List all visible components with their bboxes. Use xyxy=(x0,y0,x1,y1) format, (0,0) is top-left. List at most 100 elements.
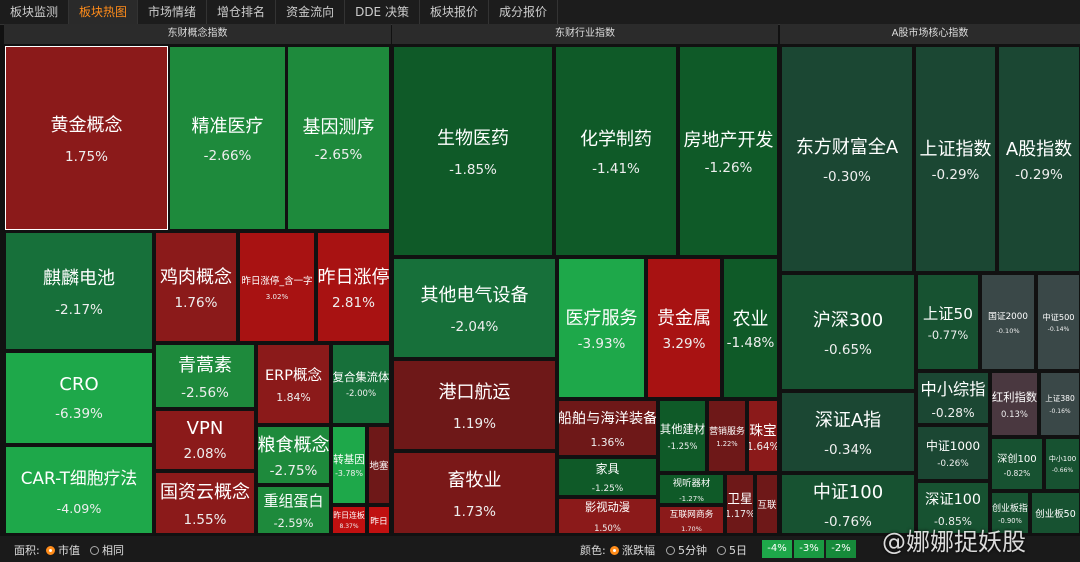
heatmap-tile[interactable]: 转基因 -3.78% xyxy=(332,426,366,504)
tile-change: 3.02% xyxy=(265,292,289,302)
heatmap-tile[interactable]: CRO -6.39% xyxy=(5,352,153,444)
watermark: @娜娜捉妖股 xyxy=(882,528,1026,556)
tile-name: 互联 xyxy=(757,500,777,511)
heatmap-tile[interactable]: 创业板指 -0.90% xyxy=(991,492,1029,534)
tile-name: 营销服务 xyxy=(709,427,745,438)
heatmap-tile[interactable]: 沪深300 -0.65% xyxy=(781,274,915,390)
heatmap-tile[interactable]: 生物医药 -1.85% xyxy=(393,46,553,256)
heatmap-tile[interactable]: 中证100 -0.76% xyxy=(781,474,915,534)
heatmap-tile[interactable]: CAR-T细胞疗法 -4.09% xyxy=(5,446,153,534)
tile-change: -2.75% xyxy=(269,462,318,479)
tile-change: -0.65% xyxy=(824,342,872,359)
heatmap-tile[interactable]: 昨日 xyxy=(368,506,390,534)
heatmap-tile[interactable]: 视听器材 -1.27% xyxy=(659,474,724,504)
tile-name: 鸡肉概念 xyxy=(160,266,232,288)
heatmap-tile[interactable]: 船舶与海洋装备 1.36% xyxy=(558,400,657,456)
heatmap-tile[interactable]: 深证100 -0.85% xyxy=(917,482,989,534)
tile-name: 青蒿素 xyxy=(178,355,232,377)
tile-change: -3.78% xyxy=(335,469,363,479)
heatmap-tile[interactable]: 互联网商务 1.70% xyxy=(659,506,724,534)
tab[interactable]: 增仓排名 xyxy=(207,0,277,24)
heatmap-tile[interactable]: 畜牧业 1.73% xyxy=(393,452,556,534)
heatmap-tile[interactable]: 中证500 -0.14% xyxy=(1037,274,1080,370)
tile-change: -1.25% xyxy=(667,440,698,451)
heatmap-tile[interactable]: 昨日连板 8.37% xyxy=(332,506,366,534)
heatmap-tile[interactable]: 昨日涨停_含一字 3.02% xyxy=(239,232,315,342)
tile-name: 精准医疗 xyxy=(191,116,264,138)
heatmap-tile[interactable]: 上证指数 -0.29% xyxy=(915,46,996,272)
tab[interactable]: 资金流向 xyxy=(276,0,346,24)
heatmap-tile[interactable]: A股指数 -0.29% xyxy=(998,46,1080,272)
color-option[interactable]: 5分钟 xyxy=(666,542,707,558)
heatmap-tile[interactable]: 房地产开发 -1.26% xyxy=(679,46,778,256)
tile-name: 上证380 xyxy=(1045,394,1075,404)
heatmap-tile[interactable]: 重组蛋白 -2.59% xyxy=(257,486,330,534)
tile-change: -0.30% xyxy=(823,169,871,186)
heatmap-tile[interactable]: 青蒿素 -2.56% xyxy=(155,344,255,408)
heatmap-tile[interactable]: 复合集流体 -2.00% xyxy=(332,344,390,424)
heatmap-tile[interactable]: 卫星 1.17% xyxy=(726,474,754,534)
heatmap-tile[interactable]: 红利指数 0.13% xyxy=(991,372,1038,436)
tile-name: 麒麟电池 xyxy=(43,268,115,290)
heatmap-tile[interactable]: 贵金属 3.29% xyxy=(647,258,721,398)
heatmap-tile[interactable]: 上证380 -0.16% xyxy=(1040,372,1080,436)
heatmap-tile[interactable]: 医疗服务 -3.93% xyxy=(558,258,645,398)
color-label: 颜色: xyxy=(580,544,606,557)
heatmap-tile[interactable]: 农业 -1.48% xyxy=(723,258,778,398)
heatmap-tile[interactable]: 中小100 -0.66% xyxy=(1045,438,1080,490)
color-scale-step: -2% xyxy=(826,540,856,558)
tile-change: 1.50% xyxy=(594,522,621,533)
color-option[interactable]: 涨跌幅 xyxy=(610,542,655,558)
heatmap-tile[interactable]: 中小综指 -0.28% xyxy=(917,372,989,424)
heatmap-tile[interactable]: 中证1000 -0.26% xyxy=(917,426,989,480)
heatmap-tile[interactable]: 深创100 -0.82% xyxy=(991,438,1043,490)
tile-change: 1.17% xyxy=(726,509,754,521)
tile-change: -2.00% xyxy=(345,389,377,400)
heatmap-tile[interactable]: 其他电气设备 -2.04% xyxy=(393,258,556,358)
tab[interactable]: 市场情绪 xyxy=(138,0,208,24)
heatmap-tile[interactable]: 昨日涨停 2.81% xyxy=(317,232,390,342)
heatmap-tile[interactable]: 国资云概念 1.55% xyxy=(155,472,255,534)
heatmap-tile[interactable]: 上证50 -0.77% xyxy=(917,274,979,370)
heatmap-tile[interactable]: 国证2000 -0.10% xyxy=(981,274,1035,370)
heatmap-tile[interactable]: 珠宝 1.64% xyxy=(748,400,778,472)
heatmap-tile[interactable]: 黄金概念 1.75% xyxy=(5,46,168,230)
heatmap-tile[interactable]: 深证A指 -0.34% xyxy=(781,392,915,472)
heatmap-tile[interactable]: 创业板50 xyxy=(1031,492,1080,534)
heatmap-tile[interactable]: ERP概念 1.84% xyxy=(257,344,330,424)
tile-change: -0.16% xyxy=(1049,407,1071,415)
heatmap-tile[interactable]: 化学制药 -1.41% xyxy=(555,46,677,256)
heatmap-tile[interactable]: 互联 xyxy=(756,474,778,534)
tile-name: 中证500 xyxy=(1042,311,1075,322)
tab[interactable]: 板块热图 xyxy=(69,0,139,24)
area-option[interactable]: 相同 xyxy=(90,542,124,558)
heatmap-tile[interactable]: 粮食概念 -2.75% xyxy=(257,426,330,484)
heatmap-tile[interactable]: 影视动漫 1.50% xyxy=(558,498,657,534)
tile-change: -0.77% xyxy=(927,328,969,343)
color-option[interactable]: 5日 xyxy=(717,542,747,558)
tab[interactable]: DDE 决策 xyxy=(345,0,420,24)
heatmap-tile[interactable]: 营销服务 1.22% xyxy=(708,400,746,472)
area-option[interactable]: 市值 xyxy=(46,542,80,558)
tile-name: 港口航运 xyxy=(438,381,511,403)
heatmap-tile[interactable]: 精准医疗 -2.66% xyxy=(169,46,286,230)
tile-change: 3.29% xyxy=(662,335,706,352)
tab[interactable]: 板块报价 xyxy=(420,0,489,24)
tile-change: -6.39% xyxy=(55,406,103,423)
heatmap-tile[interactable]: 其他建材 -1.25% xyxy=(659,400,706,472)
heatmap-tile[interactable]: 家具 -1.25% xyxy=(558,458,657,496)
heatmap-tile[interactable]: VPN 2.08% xyxy=(155,410,255,470)
tile-name: 国证2000 xyxy=(988,312,1028,323)
heatmap-tile[interactable]: 鸡肉概念 1.76% xyxy=(155,232,237,342)
heatmap-tile[interactable]: 东方财富全A -0.30% xyxy=(781,46,913,272)
tile-name: 创业板50 xyxy=(1035,509,1076,520)
heatmap-tile[interactable]: 地塞 xyxy=(368,426,390,504)
heatmap-tile[interactable]: 港口航运 1.19% xyxy=(393,360,556,450)
tile-change: -1.85% xyxy=(449,162,497,179)
heatmap-tile[interactable]: 基因测序 -2.65% xyxy=(287,46,390,230)
tab[interactable]: 成分报价 xyxy=(489,0,558,24)
tab[interactable]: 板块监测 xyxy=(0,0,70,24)
area-label: 面积: xyxy=(14,544,40,557)
area-option-text: 相同 xyxy=(102,544,124,557)
heatmap-tile[interactable]: 麒麟电池 -2.17% xyxy=(5,232,153,350)
